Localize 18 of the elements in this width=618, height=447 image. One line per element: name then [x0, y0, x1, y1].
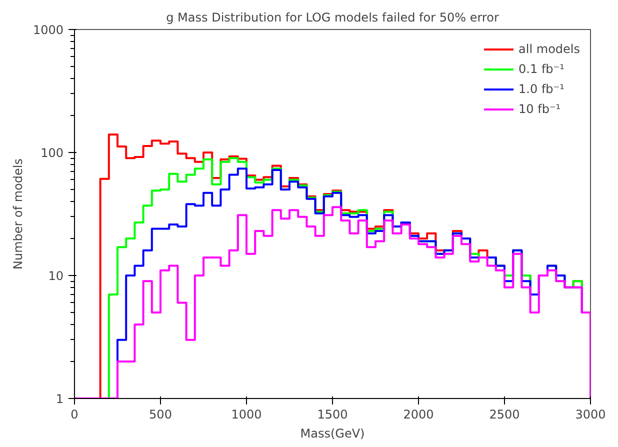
chart-title: g Mass Distribution for LOG models failed for 50% error	[166, 10, 499, 24]
y-tick-label: 100	[40, 146, 64, 160]
y-tick-label: 1	[56, 392, 64, 406]
y-axis-title: Number of models	[10, 158, 25, 270]
x-axis-title: Mass(GeV)	[300, 426, 365, 440]
y-tick-label: 10	[48, 269, 64, 283]
legend-label: 10 fb⁻¹	[518, 102, 561, 116]
y-tick-label: 1000	[32, 23, 64, 37]
x-tick-label: 0	[70, 408, 78, 422]
x-tick-label: 2000	[403, 408, 434, 422]
legend-label: 0.1 fb⁻¹	[518, 62, 564, 76]
x-tick-label: 2500	[489, 408, 520, 422]
x-tick-label: 1500	[317, 408, 348, 422]
legend-label: all models	[518, 42, 580, 56]
x-tick-label: 1000	[231, 408, 262, 422]
x-tick-label: 500	[149, 408, 172, 422]
legend-label: 1.0 fb⁻¹	[518, 82, 564, 96]
x-tick-label: 3000	[575, 408, 606, 422]
